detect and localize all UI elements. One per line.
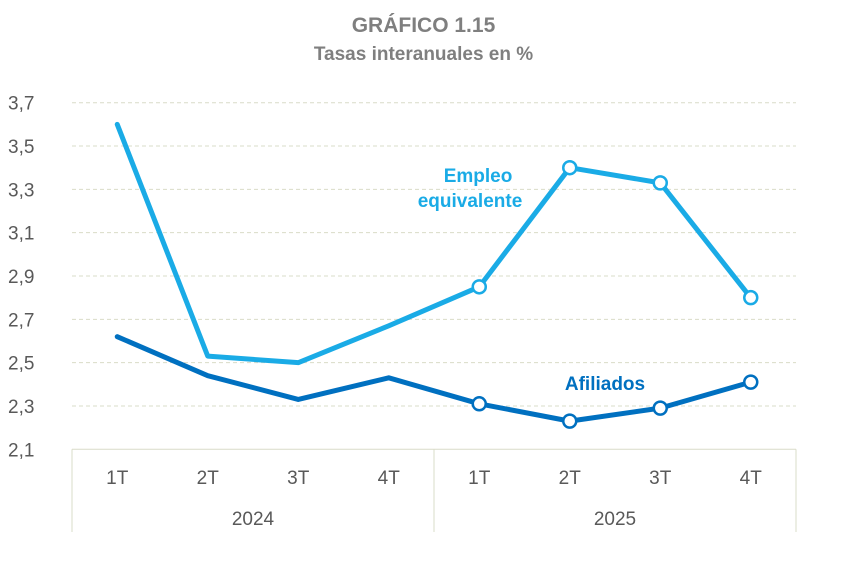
data-point [471, 279, 487, 295]
series-label: Empleo [444, 166, 513, 187]
y-tick-label: 2,7 [8, 310, 34, 331]
series-label: equivalente [418, 191, 523, 212]
data-point [652, 175, 668, 191]
x-group-label: 2024 [232, 509, 275, 530]
data-point [743, 289, 759, 306]
y-tick-label: 3,3 [8, 180, 34, 201]
x-group-label: 2025 [594, 509, 636, 530]
data-point [652, 400, 668, 416]
y-tick-label: 2,9 [8, 267, 34, 288]
data-point [562, 413, 578, 429]
x-tick-label: 4T [740, 468, 763, 489]
chart-subtitle: Tasas interanuales en % [313, 44, 534, 65]
x-tick-label: 3T [287, 468, 310, 489]
x-tick-label: 3T [649, 468, 672, 489]
x-tick-label: 2T [197, 468, 220, 489]
x-tick-label: 4T [378, 468, 401, 489]
x-tick-label: 1T [106, 468, 129, 489]
data-point [743, 374, 759, 390]
y-tick-label: 3,1 [8, 224, 34, 245]
data-point [562, 159, 578, 176]
y-tick-label: 2,5 [8, 354, 34, 375]
chart-title: GRÁFICO 1.15 [351, 14, 496, 37]
x-tick-label: 1T [468, 468, 491, 489]
series-line-empleo [114, 121, 754, 366]
y-tick-label: 2,3 [8, 397, 34, 418]
data-point [471, 396, 487, 412]
x-tick-label: 2T [559, 468, 582, 489]
series-line-afiliados [114, 334, 754, 424]
y-tick-label: 3,5 [8, 137, 34, 158]
y-tick-label: 2,1 [8, 440, 34, 461]
series-label: Afiliados [565, 374, 645, 395]
y-tick-label: 3,7 [8, 94, 34, 115]
